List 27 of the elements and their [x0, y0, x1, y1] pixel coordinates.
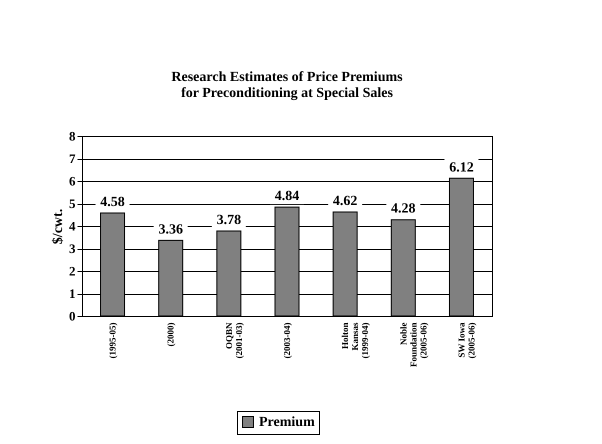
y-tick-label: 5 — [69, 196, 76, 211]
data-label: 3.78 — [216, 212, 242, 228]
data-label: 4.58 — [100, 194, 125, 210]
y-axis-title: $/cwt. — [51, 208, 66, 244]
y-tick-label: 7 — [69, 151, 76, 166]
x-tick-label: (2000) — [166, 322, 176, 346]
x-tick-label: (2003-04) — [282, 322, 292, 358]
data-label: 4.62 — [332, 194, 358, 210]
x-tick-label: SW Iowa (2005-06) — [456, 322, 476, 358]
y-tick-label: 1 — [69, 286, 76, 301]
y-tick-label: 8 — [69, 128, 76, 144]
x-tick-label: Noble Foundation (2005-06) — [398, 322, 428, 368]
text: for Preconditioning at Special Sales — [181, 86, 393, 101]
x-tick-label: Holton Kansas (1999-04) — [340, 322, 370, 358]
legend-label: Premium — [259, 415, 316, 430]
data-label: 4.84 — [274, 189, 300, 204]
y-tick-label: 4 — [69, 218, 76, 234]
y-tick-label: 3 — [69, 241, 76, 256]
data-label: 4.28 — [391, 202, 416, 217]
text: Research Estimates of Price Premiums — [171, 70, 403, 85]
y-tick-label: 2 — [69, 264, 76, 278]
data-label: 6.12 — [449, 160, 474, 176]
x-tick-label: (1995-05) — [108, 322, 118, 358]
y-tick-label: 6 — [69, 174, 76, 188]
y-tick-label: 0 — [69, 308, 76, 324]
x-tick-label: OQBN (2001-03) — [224, 322, 244, 358]
data-label: 3.36 — [158, 222, 183, 238]
